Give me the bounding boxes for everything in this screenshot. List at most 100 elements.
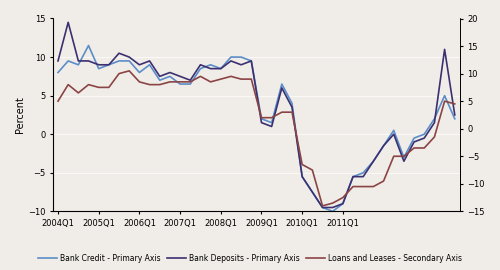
Bank Credit - Primary Axis: [432, 117, 438, 120]
Bank Credit - Primary Axis: [146, 63, 152, 66]
Loans and Leases - Secondary Axis: [452, 102, 458, 106]
Loans and Leases - Secondary Axis: [188, 80, 194, 83]
Bank Credit - Primary Axis: [411, 136, 417, 140]
Bank Credit - Primary Axis: [208, 63, 214, 66]
Loans and Leases - Secondary Axis: [289, 110, 295, 114]
Loans and Leases - Secondary Axis: [360, 185, 366, 188]
Bank Credit - Primary Axis: [238, 55, 244, 59]
Loans and Leases - Secondary Axis: [299, 163, 305, 166]
Loans and Leases - Secondary Axis: [136, 80, 142, 83]
Bank Credit - Primary Axis: [218, 67, 224, 70]
Bank Credit - Primary Axis: [442, 94, 448, 97]
Bank Credit - Primary Axis: [279, 82, 285, 86]
Bank Deposits - Primary Axis: [238, 63, 244, 66]
Loans and Leases - Secondary Axis: [401, 155, 407, 158]
Bank Deposits - Primary Axis: [289, 106, 295, 109]
Bank Deposits - Primary Axis: [136, 63, 142, 66]
Bank Deposits - Primary Axis: [116, 52, 122, 55]
Loans and Leases - Secondary Axis: [258, 116, 264, 119]
Loans and Leases - Secondary Axis: [177, 80, 183, 83]
Bank Credit - Primary Axis: [340, 202, 346, 205]
Bank Deposits - Primary Axis: [452, 113, 458, 117]
Loans and Leases - Secondary Axis: [380, 180, 386, 183]
Loans and Leases - Secondary Axis: [432, 135, 438, 139]
Bank Deposits - Primary Axis: [248, 59, 254, 63]
Bank Credit - Primary Axis: [390, 129, 396, 132]
Bank Credit - Primary Axis: [126, 59, 132, 63]
Bank Credit - Primary Axis: [76, 63, 82, 66]
Bank Credit - Primary Axis: [310, 190, 316, 194]
Loans and Leases - Secondary Axis: [156, 83, 162, 86]
Bank Credit - Primary Axis: [360, 171, 366, 174]
Bank Credit - Primary Axis: [422, 133, 428, 136]
Bank Credit - Primary Axis: [156, 79, 162, 82]
Loans and Leases - Secondary Axis: [330, 201, 336, 205]
Bank Credit - Primary Axis: [350, 175, 356, 178]
Bank Deposits - Primary Axis: [188, 79, 194, 82]
Loans and Leases - Secondary Axis: [198, 75, 203, 78]
Line: Bank Deposits - Primary Axis: Bank Deposits - Primary Axis: [58, 22, 455, 208]
Bank Credit - Primary Axis: [268, 121, 274, 124]
Loans and Leases - Secondary Axis: [248, 77, 254, 81]
Bank Deposits - Primary Axis: [55, 59, 61, 63]
Bank Deposits - Primary Axis: [340, 202, 346, 205]
Bank Deposits - Primary Axis: [198, 63, 203, 66]
Bank Deposits - Primary Axis: [156, 75, 162, 78]
Loans and Leases - Secondary Axis: [218, 77, 224, 81]
Bank Deposits - Primary Axis: [370, 160, 376, 163]
Bank Deposits - Primary Axis: [350, 175, 356, 178]
Bank Credit - Primary Axis: [188, 82, 194, 86]
Loans and Leases - Secondary Axis: [411, 146, 417, 150]
Line: Loans and Leases - Secondary Axis: Loans and Leases - Secondary Axis: [58, 71, 455, 206]
Bank Deposits - Primary Axis: [268, 125, 274, 128]
Loans and Leases - Secondary Axis: [167, 80, 173, 83]
Bank Deposits - Primary Axis: [218, 67, 224, 70]
Line: Bank Credit - Primary Axis: Bank Credit - Primary Axis: [58, 46, 455, 211]
Loans and Leases - Secondary Axis: [320, 204, 326, 207]
Loans and Leases - Secondary Axis: [390, 155, 396, 158]
Bank Deposits - Primary Axis: [432, 121, 438, 124]
Bank Credit - Primary Axis: [401, 156, 407, 159]
Loans and Leases - Secondary Axis: [422, 146, 428, 150]
Bank Deposits - Primary Axis: [76, 59, 82, 63]
Bank Credit - Primary Axis: [55, 71, 61, 74]
Loans and Leases - Secondary Axis: [86, 83, 91, 86]
Bank Credit - Primary Axis: [198, 67, 203, 70]
Bank Deposits - Primary Axis: [411, 140, 417, 144]
Bank Credit - Primary Axis: [116, 59, 122, 63]
Y-axis label: Percent: Percent: [15, 96, 25, 133]
Bank Deposits - Primary Axis: [126, 55, 132, 59]
Bank Deposits - Primary Axis: [208, 67, 214, 70]
Bank Deposits - Primary Axis: [320, 206, 326, 209]
Bank Credit - Primary Axis: [177, 82, 183, 86]
Bank Credit - Primary Axis: [228, 55, 234, 59]
Bank Credit - Primary Axis: [106, 63, 112, 66]
Bank Credit - Primary Axis: [65, 59, 71, 63]
Loans and Leases - Secondary Axis: [146, 83, 152, 86]
Bank Credit - Primary Axis: [96, 67, 102, 70]
Bank Credit - Primary Axis: [320, 206, 326, 209]
Loans and Leases - Secondary Axis: [106, 86, 112, 89]
Bank Credit - Primary Axis: [370, 160, 376, 163]
Bank Credit - Primary Axis: [289, 102, 295, 105]
Bank Deposits - Primary Axis: [65, 21, 71, 24]
Bank Credit - Primary Axis: [452, 117, 458, 120]
Loans and Leases - Secondary Axis: [238, 77, 244, 81]
Bank Deposits - Primary Axis: [167, 71, 173, 74]
Bank Deposits - Primary Axis: [330, 206, 336, 209]
Bank Deposits - Primary Axis: [86, 59, 91, 63]
Bank Credit - Primary Axis: [380, 144, 386, 147]
Bank Deposits - Primary Axis: [422, 136, 428, 140]
Bank Deposits - Primary Axis: [106, 63, 112, 66]
Loans and Leases - Secondary Axis: [96, 86, 102, 89]
Loans and Leases - Secondary Axis: [350, 185, 356, 188]
Loans and Leases - Secondary Axis: [268, 116, 274, 119]
Bank Credit - Primary Axis: [167, 75, 173, 78]
Loans and Leases - Secondary Axis: [208, 80, 214, 83]
Loans and Leases - Secondary Axis: [65, 83, 71, 86]
Bank Deposits - Primary Axis: [146, 59, 152, 63]
Bank Deposits - Primary Axis: [380, 144, 386, 147]
Bank Credit - Primary Axis: [330, 210, 336, 213]
Bank Deposits - Primary Axis: [401, 160, 407, 163]
Bank Credit - Primary Axis: [248, 59, 254, 63]
